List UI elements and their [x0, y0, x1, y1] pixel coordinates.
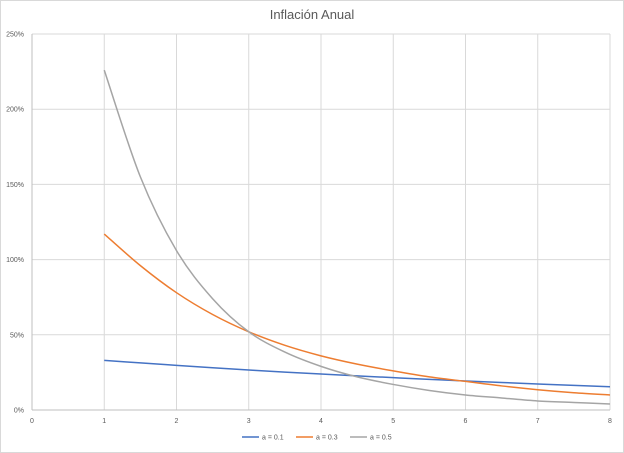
x-tick-label: 6 [464, 418, 468, 425]
legend: a = 0.1 a = 0.3 a = 0.5 [242, 435, 392, 442]
x-tick-label: 1 [102, 418, 106, 425]
y-tick-label: 50% [10, 332, 24, 339]
x-tick-label: 4 [319, 418, 323, 425]
legend-label: a = 0.3 [316, 435, 338, 442]
x-tick-label: 3 [247, 418, 251, 425]
tick-labels: 0% 50% 100% 150% 200% 250% 0 1 2 3 4 5 6 7 8 [6, 32, 612, 426]
legend-label: a = 0.1 [262, 435, 284, 442]
series-line-3 [103, 69, 611, 405]
x-tick-label: 7 [536, 418, 540, 425]
x-tick-label: 0 [30, 418, 34, 425]
y-tick-label: 0% [14, 408, 24, 415]
series-line-1 [104, 359, 611, 388]
gridlines [32, 33, 611, 410]
series-line-2 [103, 233, 611, 396]
axes [31, 34, 610, 411]
series-lines [103, 69, 611, 405]
legend-label: a = 0.5 [370, 435, 392, 442]
y-tick-label: 150% [6, 182, 24, 189]
x-tick-label: 8 [608, 418, 612, 425]
x-tick-label: 2 [175, 418, 179, 425]
y-tick-label: 200% [6, 107, 24, 114]
x-tick-label: 5 [391, 418, 395, 425]
y-tick-label: 100% [6, 257, 24, 264]
chart-title: Inflación Anual [269, 7, 355, 22]
y-tick-label: 250% [6, 32, 24, 39]
